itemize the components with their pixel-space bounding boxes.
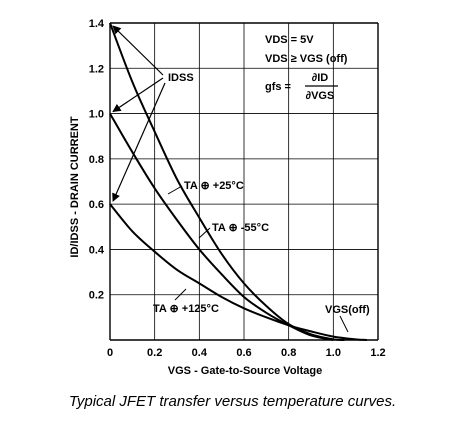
series-line-1 bbox=[109, 113, 334, 341]
x-tick-label: 0.6 bbox=[236, 347, 251, 359]
series-line-2 bbox=[109, 203, 367, 341]
idss-arrow-middle bbox=[112, 77, 164, 113]
idss-label: IDSS bbox=[168, 72, 194, 84]
ta-minus55-leader bbox=[198, 227, 211, 239]
y-tick-label: 0.6 bbox=[89, 199, 104, 211]
ta-plus125-label: TA ⊕ +125°C bbox=[153, 303, 219, 315]
x-tick-label: 0.4 bbox=[192, 347, 208, 359]
y-tick-label: 1.2 bbox=[89, 63, 104, 75]
y-axis-label: ID/IDSS - DRAIN CURRENT bbox=[69, 116, 81, 257]
idss-arrow-top bbox=[112, 25, 164, 76]
y-tick-label: 1.4 bbox=[89, 18, 105, 30]
ta-plus125-leader bbox=[174, 288, 187, 301]
gfs-label: gfs = bbox=[265, 81, 291, 93]
condition-vds-vgsoff: VDS ≥ VGS (off) bbox=[265, 53, 348, 65]
y-tick-label: 0.2 bbox=[89, 290, 104, 302]
annotation-arrows bbox=[112, 25, 349, 333]
y-tick-label: 0.8 bbox=[89, 154, 104, 166]
series-group bbox=[109, 22, 367, 341]
x-tick-label: 0 bbox=[107, 347, 113, 359]
x-tick-label: 1.2 bbox=[370, 347, 385, 359]
x-tick-label: 0.2 bbox=[147, 347, 162, 359]
y-tick-label: 1.0 bbox=[89, 109, 104, 121]
ta-minus55-label: TA ⊕ -55°C bbox=[212, 222, 269, 234]
ta-plus25-label: TA ⊕ +25°C bbox=[184, 180, 244, 192]
vgsoff-leader bbox=[339, 315, 349, 333]
x-tick-labels: 0 0.2 0.4 0.6 0.8 1.0 1.2 bbox=[107, 347, 386, 359]
x-tick-label: 0.8 bbox=[281, 347, 296, 359]
x-axis-label: VGS - Gate-to-Source Voltage bbox=[168, 365, 322, 377]
y-tick-labels: 0.2 0.4 0.6 0.8 1.0 1.2 1.4 bbox=[89, 18, 105, 302]
gfs-denominator: ∂VGS bbox=[306, 90, 335, 102]
x-tick-label: 1.0 bbox=[326, 347, 341, 359]
gfs-numerator: ∂ID bbox=[312, 72, 328, 84]
figure-caption: Typical JFET transfer versus temperature… bbox=[68, 393, 397, 410]
idss-arrow-bottom bbox=[112, 82, 166, 202]
series-line-0 bbox=[109, 22, 345, 341]
ta-plus25-leader bbox=[167, 185, 183, 195]
condition-vds: VDS = 5V bbox=[265, 34, 314, 46]
grid bbox=[109, 22, 379, 341]
y-tick-label: 0.4 bbox=[89, 244, 105, 256]
vgsoff-label: VGS(off) bbox=[325, 304, 370, 316]
